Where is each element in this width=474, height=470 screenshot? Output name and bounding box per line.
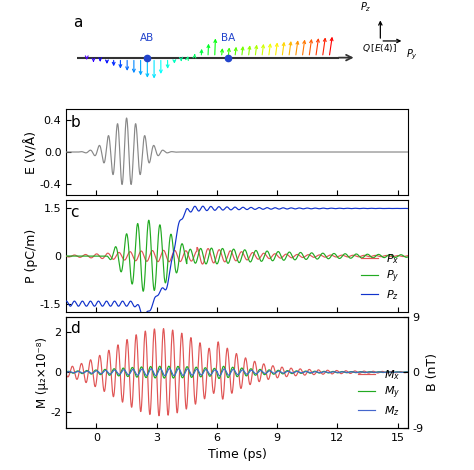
$M_x$ [405, 369, 410, 375]
Text: c: c [71, 205, 79, 220]
Line: $P_z$: $P_z$ [66, 206, 408, 318]
$P_y$ [311, 253, 317, 259]
$M_z$ [405, 369, 410, 375]
$P_x$ [226, 250, 231, 256]
$M_z$ [226, 372, 231, 378]
$M_x$ [377, 369, 383, 375]
$P_y$ [207, 248, 213, 254]
Text: $Q\,[E(4)]$: $Q\,[E(4)]$ [362, 42, 397, 55]
$M_y$ [64, 369, 69, 375]
Legend: $P_x$, $P_y$, $P_z$: $P_x$, $P_y$, $P_z$ [359, 250, 402, 304]
$P_y$ [405, 254, 410, 260]
Text: $P_y$: $P_y$ [406, 47, 418, 62]
$P_z$ [226, 205, 231, 211]
Line: $M_z$: $M_z$ [66, 368, 408, 376]
$M_z$ [217, 373, 222, 378]
$M_z$ [311, 369, 317, 375]
$P_z$ [140, 315, 146, 321]
Y-axis label: M (μ₂×10⁻⁸): M (μ₂×10⁻⁸) [36, 337, 49, 407]
$P_y$ [377, 252, 383, 258]
$M_x$ [161, 326, 166, 331]
$M_x$ [156, 413, 162, 419]
Line: $M_x$: $M_x$ [66, 329, 408, 416]
$M_y$ [210, 368, 215, 374]
Text: BA: BA [221, 32, 235, 43]
$P_y$ [64, 253, 69, 259]
X-axis label: Time (ps): Time (ps) [208, 448, 266, 461]
Legend: $M_x$, $M_y$, $M_z$: $M_x$, $M_y$, $M_z$ [356, 366, 402, 420]
$P_x$ [394, 253, 400, 258]
Y-axis label: E (V/Å): E (V/Å) [25, 131, 38, 173]
Y-axis label: P (pC/m): P (pC/m) [26, 229, 38, 283]
$P_x$ [64, 253, 69, 259]
$P_x$ [311, 254, 317, 260]
$P_y$ [146, 218, 152, 223]
$P_y$ [226, 260, 231, 266]
$M_y$ [394, 369, 400, 375]
$P_y$ [140, 289, 146, 294]
$M_z$ [394, 369, 400, 375]
$P_z$ [377, 205, 383, 211]
$P_x$ [210, 259, 216, 265]
$P_z$ [311, 205, 317, 211]
$M_z$ [166, 366, 172, 371]
$P_z$ [207, 204, 213, 210]
$M_z$ [210, 370, 215, 376]
$M_z$ [377, 369, 383, 375]
$P_z$ [64, 298, 69, 304]
Line: $P_x$: $P_x$ [66, 248, 408, 264]
$M_x$ [210, 385, 216, 391]
$M_y$ [226, 374, 231, 380]
$P_x$ [200, 261, 205, 267]
$P_z$ [405, 206, 410, 212]
$M_y$ [405, 369, 410, 375]
Y-axis label: B (nT): B (nT) [427, 353, 439, 391]
$M_x$ [207, 349, 213, 354]
$P_z$ [200, 204, 206, 209]
Line: $M_y$: $M_y$ [66, 366, 408, 378]
$M_x$ [311, 372, 317, 377]
$M_x$ [226, 355, 231, 361]
Text: a: a [73, 16, 82, 31]
$M_x$ [394, 370, 400, 376]
Text: $P_z$: $P_z$ [360, 0, 372, 14]
$M_y$ [377, 369, 383, 375]
$M_z$ [64, 369, 69, 375]
$M_y$ [166, 363, 172, 369]
$M_x$ [64, 372, 69, 377]
$P_y$ [210, 247, 216, 253]
$P_x$ [207, 249, 213, 255]
$M_z$ [207, 371, 213, 377]
Line: $P_y$: $P_y$ [66, 220, 408, 291]
Text: AB: AB [140, 32, 155, 43]
$M_y$ [216, 376, 222, 381]
$M_y$ [207, 374, 213, 379]
Text: b: b [71, 116, 80, 131]
$P_z$ [210, 205, 216, 211]
$P_y$ [394, 254, 400, 259]
$P_z$ [394, 205, 400, 211]
$P_x$ [377, 254, 383, 259]
$P_x$ [194, 245, 200, 251]
$P_x$ [405, 253, 410, 258]
Text: d: d [71, 321, 80, 336]
$M_y$ [311, 368, 317, 374]
